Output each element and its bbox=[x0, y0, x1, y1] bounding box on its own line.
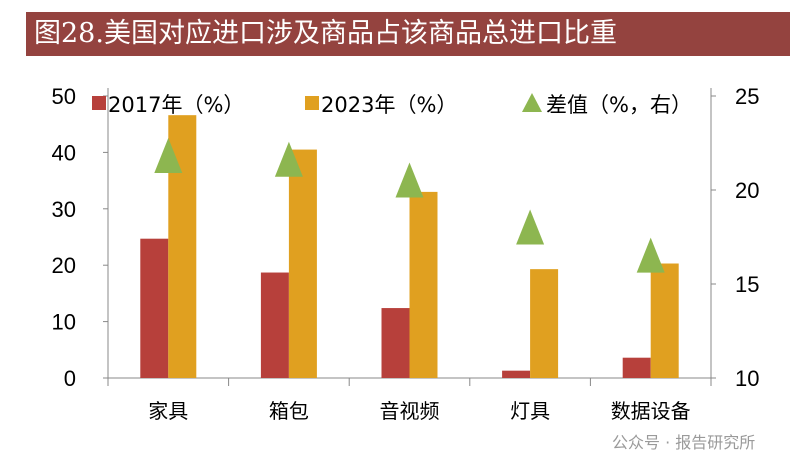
bar-2017-3 bbox=[502, 370, 531, 378]
category-label: 音视频 bbox=[380, 399, 440, 423]
chart-title: 图28.美国对应进口涉及商品占该商品总进口比重 bbox=[34, 18, 617, 49]
right-tick-label: 15 bbox=[735, 272, 759, 297]
legend-label: 差值（%，右） bbox=[546, 93, 692, 117]
right-tick-label: 20 bbox=[735, 178, 759, 203]
legend-label: 2023年（%） bbox=[321, 93, 457, 117]
left-tick-label: 0 bbox=[64, 366, 76, 391]
category-label: 数据设备 bbox=[611, 399, 691, 423]
left-tick-label: 30 bbox=[52, 197, 76, 222]
category-label: 灯具 bbox=[510, 399, 550, 423]
left-tick-label: 50 bbox=[52, 84, 76, 109]
diff-marker-3 bbox=[516, 209, 545, 245]
right-tick-label: 25 bbox=[735, 84, 759, 109]
bar-2017-4 bbox=[622, 357, 651, 378]
left-tick-label: 10 bbox=[52, 310, 76, 335]
diff-marker-4 bbox=[636, 237, 665, 273]
title-bar: 图28.美国对应进口涉及商品占该商品总进口比重 bbox=[26, 12, 790, 56]
right-tick-label: 10 bbox=[735, 366, 759, 391]
category-label: 家具 bbox=[148, 399, 188, 423]
bar-2017-2 bbox=[381, 308, 410, 378]
legend-label: 2017年（%） bbox=[108, 93, 244, 117]
bar-2017-0 bbox=[140, 238, 169, 378]
bar-2023-2 bbox=[409, 191, 438, 378]
diff-marker-0 bbox=[154, 138, 183, 174]
left-tick-label: 40 bbox=[52, 140, 76, 165]
bar-2023-4 bbox=[650, 263, 679, 378]
bar-2017-1 bbox=[260, 272, 289, 378]
legend-swatch-1 bbox=[305, 96, 319, 110]
legend-swatch-0 bbox=[92, 96, 106, 110]
legend-triangle-icon bbox=[522, 93, 542, 112]
diff-marker-2 bbox=[395, 162, 424, 198]
watermark: 公众号 · 报告研究所 bbox=[612, 433, 756, 452]
category-label: 箱包 bbox=[269, 399, 309, 423]
diff-marker-1 bbox=[274, 141, 303, 177]
bar-2023-3 bbox=[530, 269, 559, 378]
left-tick-label: 20 bbox=[52, 253, 76, 278]
bar-2023-1 bbox=[288, 149, 317, 378]
